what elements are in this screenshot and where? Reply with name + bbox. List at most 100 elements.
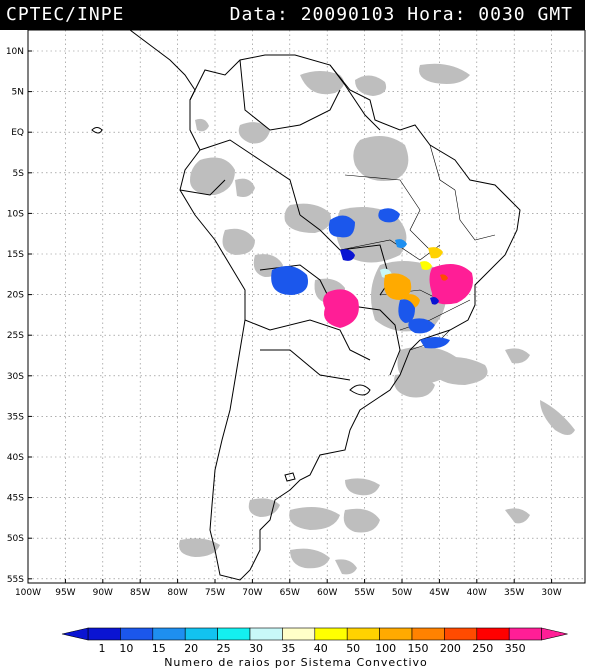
cloud-patch xyxy=(289,506,340,530)
lon-label: 65W xyxy=(280,588,300,598)
convective-system xyxy=(420,261,432,270)
convective-system xyxy=(271,266,308,295)
colorbar-label: 15 xyxy=(152,642,166,655)
central-america-outline xyxy=(129,30,196,101)
cloud-patch xyxy=(290,548,330,569)
state-border xyxy=(454,189,496,241)
colorbar-labels: 1 10 15 20 25 30 35 40 50 100 150 200 250 350 xyxy=(99,642,526,655)
cloud-patch xyxy=(430,356,488,385)
colorbar-label: 1 xyxy=(99,642,106,655)
convective-system xyxy=(408,318,435,334)
convective-system xyxy=(430,297,439,305)
colorbar-box xyxy=(444,627,478,641)
lon-label: 95W xyxy=(55,588,75,598)
lat-label: 45S xyxy=(7,494,24,504)
border-ecuador-peru xyxy=(179,179,226,196)
convective-systems xyxy=(271,208,473,349)
cloud-patch xyxy=(300,71,344,95)
cloud-patch xyxy=(505,348,530,364)
lon-label: 90W xyxy=(93,588,113,598)
colorbar-label: 10 xyxy=(119,642,133,655)
colorbar-label: 150 xyxy=(408,642,429,655)
map-background xyxy=(28,30,585,583)
colorbar-box xyxy=(508,627,542,641)
graticule xyxy=(28,30,585,583)
colorbar-box xyxy=(379,627,413,641)
colorbar-box xyxy=(411,627,445,641)
colorbar-label: 50 xyxy=(346,642,360,655)
lon-label: 85W xyxy=(130,588,150,598)
colorbar-box xyxy=(249,627,283,641)
coastlines xyxy=(91,30,521,581)
state-border xyxy=(429,144,456,191)
lat-label: 50S xyxy=(7,534,24,544)
lon-label: 70W xyxy=(242,588,262,598)
colorbar-label: 20 xyxy=(184,642,198,655)
colorbar-box xyxy=(476,627,510,641)
border-venezuela-colombia xyxy=(239,59,341,131)
timezone-label: GMT xyxy=(537,4,573,25)
colorbar-boxes xyxy=(61,627,568,641)
border-chile-argentina xyxy=(244,319,371,361)
south-america-outline xyxy=(179,54,521,581)
convective-system xyxy=(429,264,473,305)
cloud-patch xyxy=(419,63,470,84)
longitude-labels: 100W 95W 90W 85W 80W 75W 70W 65W 60W 55W 50W 45W 40W… xyxy=(15,579,562,598)
convective-system xyxy=(395,239,407,248)
cloud-patch xyxy=(335,559,357,575)
lat-label: 30S xyxy=(7,372,24,382)
colorbar-low-end xyxy=(61,627,89,641)
border-colombia-peru xyxy=(199,139,301,216)
convective-system xyxy=(384,273,412,300)
latitude-labels: 10N 5N EQ 5S 10S 15S 20S 25S 30S 35S 40S 45S 50S 55S xyxy=(6,47,32,585)
colorbar-box xyxy=(184,627,218,641)
colorbar-box xyxy=(152,627,186,641)
colorbar-label: 250 xyxy=(472,642,493,655)
lat-label: 5N xyxy=(12,88,24,98)
lat-label: 20S xyxy=(7,291,24,301)
colorbar-box xyxy=(120,627,154,641)
lat-label: 10N xyxy=(6,47,24,57)
colorbar-label: 30 xyxy=(249,642,263,655)
coast-detail xyxy=(349,384,371,396)
colorbar-label: 350 xyxy=(505,642,526,655)
border-guyanas xyxy=(329,64,381,131)
convective-system xyxy=(428,247,443,259)
border-paraguay xyxy=(344,304,401,376)
lon-label: 40W xyxy=(467,588,487,598)
state-border xyxy=(344,174,431,251)
cloud-patch xyxy=(238,122,270,144)
lon-label: 60W xyxy=(317,588,337,598)
convective-system xyxy=(323,289,359,328)
colorbar: 1 10 15 20 25 30 35 40 50 100 150 200 250 350 Numero … xyxy=(61,627,568,669)
lon-label: 45W xyxy=(429,588,449,598)
date-label: Data: xyxy=(229,4,289,25)
border-argentina-inner xyxy=(260,349,351,381)
convective-system xyxy=(440,274,448,281)
timestamp-label: Data: 20090103 Hora: 0030 GMT xyxy=(230,0,573,30)
colorbar-label: 200 xyxy=(440,642,461,655)
colorbar-label: 25 xyxy=(217,642,231,655)
convective-system xyxy=(328,215,355,238)
convective-system xyxy=(340,249,355,261)
cloud-patch xyxy=(353,136,409,181)
time-value: 0030 xyxy=(478,4,526,25)
map-frame xyxy=(27,30,586,584)
cloud-patch xyxy=(540,400,575,435)
colorbar-box xyxy=(87,627,121,641)
lat-label: 5S xyxy=(13,169,25,179)
colorbar-box xyxy=(314,627,348,641)
lon-label: 50W xyxy=(392,588,412,598)
date-value: 20090103 xyxy=(300,4,396,25)
convective-system xyxy=(378,208,400,223)
lon-label: 100W xyxy=(15,588,41,598)
colorbar-caption: Numero de raios por Sistema Convectivo xyxy=(164,656,428,669)
cloud-patch xyxy=(355,75,387,96)
cloud-patch xyxy=(222,228,255,255)
colorbar-box xyxy=(217,627,251,641)
convective-system xyxy=(420,337,450,349)
lat-label: 10S xyxy=(7,209,24,219)
lat-label: 15S xyxy=(7,250,24,260)
convective-system xyxy=(398,299,415,323)
colorbar-high-end xyxy=(541,627,568,641)
